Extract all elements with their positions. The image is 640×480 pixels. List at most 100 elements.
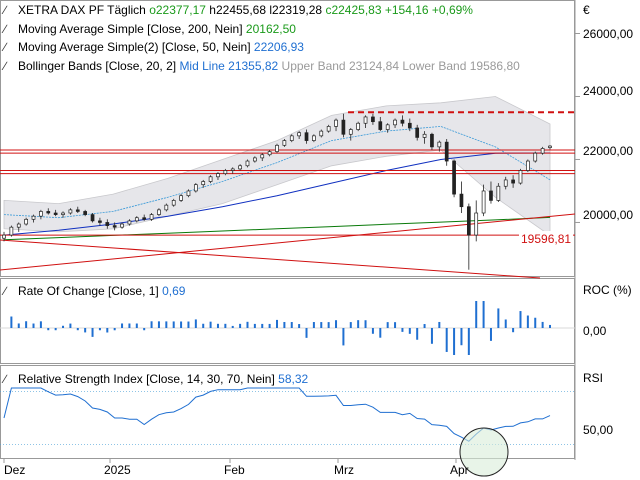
line-icon: ∕ [4, 40, 7, 54]
roc-bar [165, 321, 168, 328]
low-label: l [269, 3, 273, 17]
candle-body [134, 217, 139, 222]
roc-bar [98, 328, 101, 331]
candle-body [437, 141, 442, 148]
line-icon: ∕ [4, 59, 7, 73]
candle-body [518, 170, 523, 184]
roc-bar [305, 328, 308, 338]
roc-bar [430, 328, 433, 344]
candle-body [489, 190, 493, 201]
candle-body [407, 122, 412, 129]
candle-body [312, 135, 316, 141]
candle-body [193, 184, 198, 192]
candle-body [9, 226, 14, 236]
price-tag-box [519, 231, 573, 245]
ma50-value: 22206,93 [253, 40, 304, 54]
x-tick-label: Dez [4, 463, 26, 477]
candle-body [230, 168, 235, 171]
instrument-name: XETRA DAX PF [18, 3, 105, 17]
roc-bar [150, 321, 153, 328]
ma50-line [3, 152, 551, 236]
candle-body [356, 122, 361, 130]
trend-lines-layer [0, 111, 576, 279]
rsi-tick: 50,00 [583, 423, 614, 437]
roc-value: 0,69 [162, 284, 186, 298]
roc-bar [10, 316, 13, 328]
roc-bar [312, 322, 315, 328]
low-value: 22319,28 [272, 3, 323, 17]
roc-bar [76, 328, 79, 331]
ma200-legend[interactable]: ∕ Moving Average Simple [Close, 200, Nein… [4, 22, 296, 36]
candle-body [171, 200, 176, 206]
candle-body [511, 179, 515, 184]
candle-body [68, 209, 73, 214]
roc-bar [534, 317, 537, 328]
roc-bar [460, 328, 463, 346]
roc-bar [283, 321, 286, 328]
roc-bar [202, 323, 205, 328]
roc-bar [32, 323, 35, 328]
roc-bar [342, 328, 345, 346]
roc-bar [489, 328, 492, 341]
candle-body [260, 154, 265, 159]
candle-body [164, 204, 169, 211]
candle-body [105, 222, 110, 226]
candle-body [466, 206, 471, 236]
roc-bar [526, 315, 529, 328]
roc-bar [224, 323, 227, 328]
x-tick-label: Mrz [334, 463, 354, 477]
roc-bar [231, 325, 234, 328]
candle-body [385, 124, 390, 130]
roc-bar [482, 301, 485, 328]
candle-body [46, 211, 51, 214]
candle-body [503, 179, 508, 187]
ma50-legend[interactable]: ∕ Moving Average Simple(2) [Close, 50, Ne… [4, 40, 304, 54]
candle-body [444, 141, 449, 162]
bb-legend[interactable]: ∕ Bollinger Bands [Close, 20, 2] Mid Line… [4, 59, 520, 73]
candle-body [304, 132, 309, 141]
bb-mid-value: 21355,82 [228, 59, 279, 73]
candle-body [481, 190, 486, 214]
candles-layer [2, 113, 552, 270]
roc-bar [62, 325, 65, 328]
rsi-legend[interactable]: ∕ Relative Strength Index [Close, 14, 30,… [4, 372, 308, 386]
open-value: 22377,17 [155, 3, 206, 17]
rsi-layer [0, 387, 575, 477]
candle-body [371, 116, 375, 123]
roc-bar [504, 319, 507, 328]
roc-bar [54, 328, 57, 331]
roc-bar [246, 321, 249, 328]
roc-bar [128, 323, 131, 328]
roc-bar [438, 321, 441, 328]
roc-legend[interactable]: ∕ Rate Of Change [Close, 1] 0,69 [4, 284, 185, 298]
roc-bar [497, 308, 500, 328]
rsi-axis-label: RSI [583, 371, 604, 385]
ma200-line [3, 216, 551, 241]
candle-body [378, 121, 383, 130]
candle-body [98, 220, 102, 223]
price-tick: 22000,00 [583, 144, 634, 158]
candle-body [289, 135, 294, 141]
axis-ticks-layer [3, 32, 580, 463]
candle-body [282, 140, 287, 146]
bb-label: Bollinger Bands [Close, 20, 2] [18, 59, 177, 73]
roc-bar [194, 319, 197, 328]
roc-bar [453, 328, 456, 355]
ma200-label: Moving Average Simple [Close, 200, Nein] [18, 22, 243, 36]
candle-body [275, 144, 279, 152]
candle-body [533, 152, 538, 162]
high-value: 22455,68 [215, 3, 267, 17]
candle-body [348, 129, 353, 135]
x-tick-label: Apr [450, 463, 469, 477]
x-tick-label: 2025 [104, 463, 131, 477]
price-tick: 20000,00 [583, 208, 634, 222]
roc-bar [408, 328, 411, 334]
candle-body [540, 148, 545, 154]
roc-bar [239, 323, 242, 328]
candle-body [112, 225, 117, 228]
candle-body [474, 212, 479, 236]
roc-bar [216, 323, 219, 328]
candle-body [319, 130, 324, 137]
candle-body [459, 193, 464, 208]
